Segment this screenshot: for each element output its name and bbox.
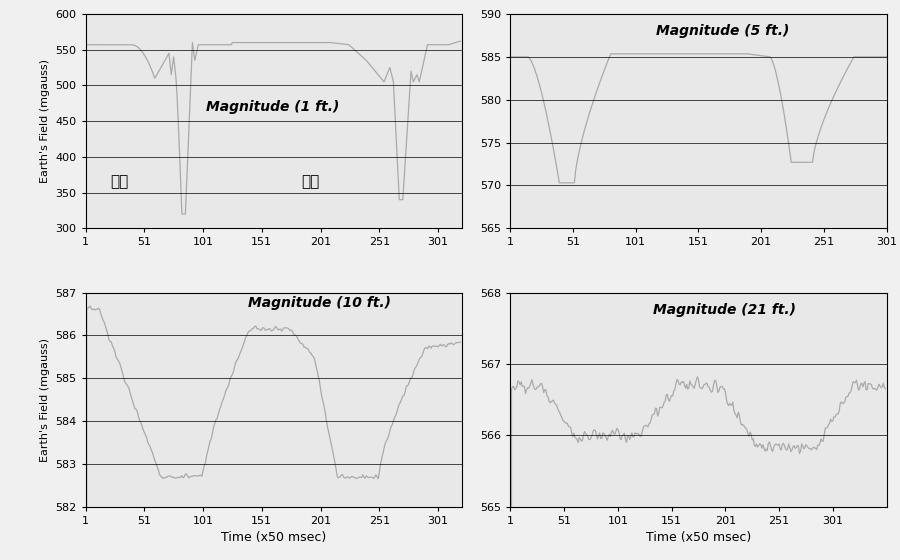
- Y-axis label: Earth's Field (mgauss): Earth's Field (mgauss): [40, 59, 50, 183]
- X-axis label: Time (x50 msec): Time (x50 msec): [646, 531, 751, 544]
- Y-axis label: Earth's Field (mgauss): Earth's Field (mgauss): [40, 338, 50, 461]
- Text: Magnitude (5 ft.): Magnitude (5 ft.): [655, 24, 789, 38]
- Text: Magnitude (21 ft.): Magnitude (21 ft.): [652, 304, 796, 318]
- Text: 后退: 后退: [302, 174, 320, 189]
- Text: 前进: 前进: [110, 174, 129, 189]
- X-axis label: Time (x50 msec): Time (x50 msec): [220, 531, 326, 544]
- Text: Magnitude (1 ft.): Magnitude (1 ft.): [206, 100, 339, 114]
- Text: Magnitude (10 ft.): Magnitude (10 ft.): [248, 296, 391, 310]
